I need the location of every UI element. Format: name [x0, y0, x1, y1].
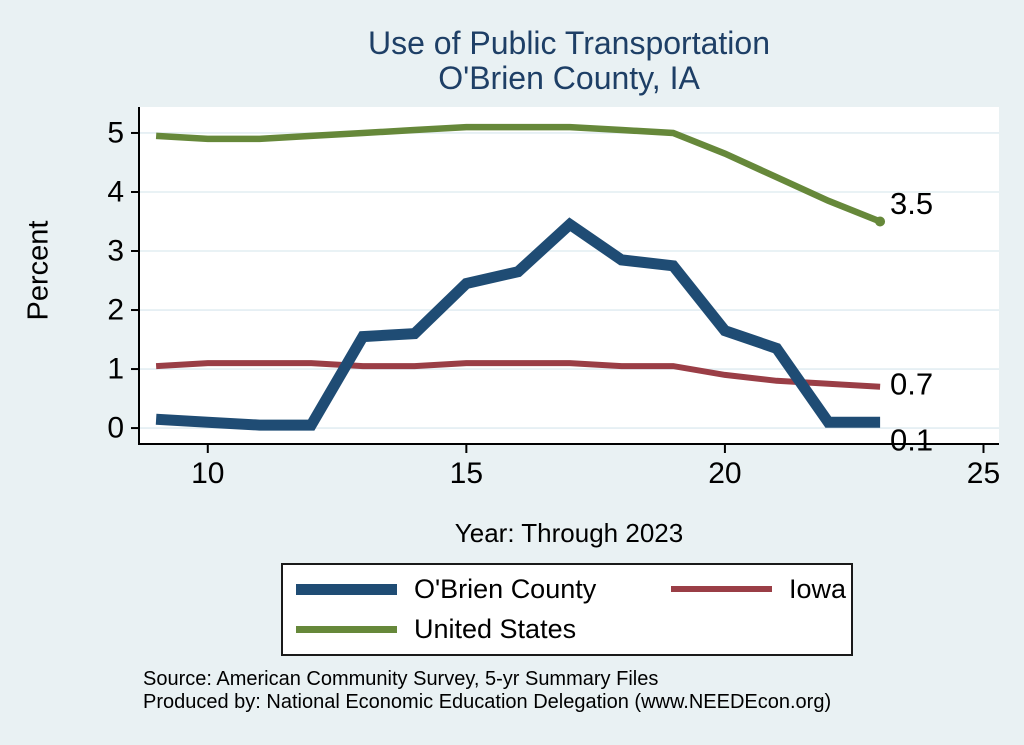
series-end-label-united-states: 3.5	[890, 186, 933, 221]
legend-swatch-iowa	[671, 586, 772, 593]
source-line: Source: American Community Survey, 5-yr …	[143, 668, 659, 690]
y-tick-label: 3	[107, 235, 124, 268]
series-line-o-brien-county	[155, 217, 881, 431]
series-line-iowa	[155, 360, 881, 390]
y-tick-label: 4	[107, 175, 124, 208]
legend-label-obrien-county: O'Brien County	[414, 573, 597, 604]
legend-row: United States	[283, 611, 851, 649]
legend-swatch-united-states	[296, 626, 397, 634]
legend: O'Brien County Iowa United States	[281, 563, 853, 656]
y-tick-label: 0	[107, 412, 124, 445]
series-line-united-states	[155, 123, 882, 225]
source-note: Source: American Community Survey, 5-yr …	[143, 668, 831, 714]
y-tick-label: 5	[107, 116, 124, 149]
legend-row: O'Brien County Iowa	[283, 570, 851, 608]
series-end-dot	[875, 216, 886, 227]
y-tick-label: 1	[107, 353, 124, 386]
legend-swatch-obrien-county	[296, 583, 397, 595]
chart-title-line2: O'Brien County, IA	[438, 60, 700, 96]
plot-area	[139, 107, 999, 444]
y-axis-title: Percent	[22, 220, 55, 321]
x-tick-label: 20	[708, 457, 741, 490]
x-tick-label: 15	[450, 457, 483, 490]
y-tick-label: 2	[107, 294, 124, 327]
series-end-label-o-brien-county: 0.1	[890, 423, 933, 458]
produced-by-line: Produced by: National Economic Education…	[143, 691, 832, 713]
x-tick-label: 25	[967, 457, 1000, 490]
legend-label-iowa: Iowa	[789, 573, 847, 604]
x-axis-title: Year: Through 2023	[454, 518, 684, 548]
chart-title: Use of Public Transportation O'Brien Cou…	[139, 26, 999, 96]
series-end-label-iowa: 0.7	[890, 366, 933, 401]
chart-title-line1: Use of Public Transportation	[368, 25, 770, 61]
x-tick-label: 10	[191, 457, 224, 490]
legend-label-united-states: United States	[414, 614, 577, 645]
